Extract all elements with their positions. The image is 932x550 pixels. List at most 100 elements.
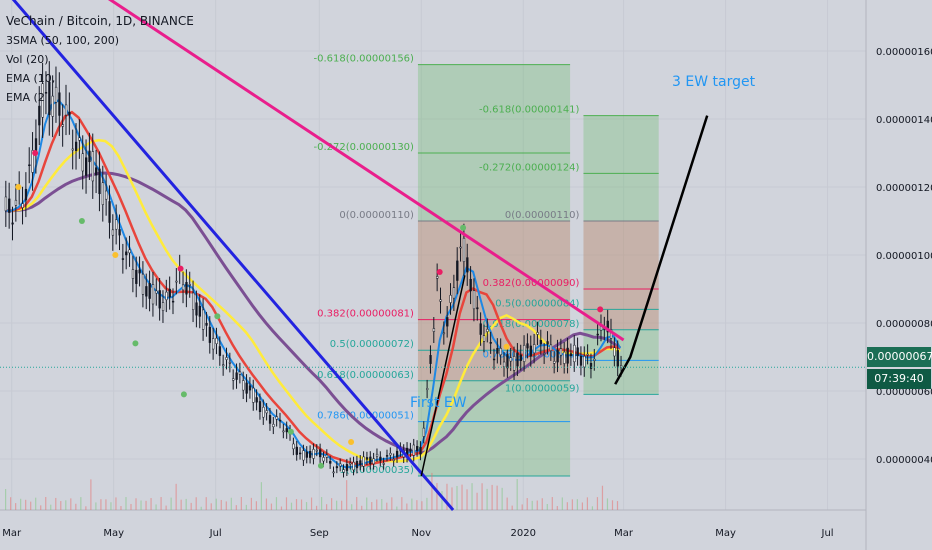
volume-bar [521, 504, 523, 510]
volume-bar [326, 504, 328, 510]
volume-bar [110, 502, 112, 510]
candle-body [325, 454, 329, 458]
first-ew-line [420, 275, 466, 477]
signal-dot [436, 269, 443, 275]
x-tick-label: Sep [310, 528, 329, 539]
candle-body [195, 302, 198, 316]
candle-body [365, 457, 369, 460]
volume-bar [601, 485, 604, 510]
candle-body [115, 219, 118, 230]
candle-body [359, 460, 362, 465]
candle-body [616, 350, 619, 367]
volume-bar [195, 497, 197, 510]
candle-body [188, 284, 191, 286]
candle-body [68, 111, 71, 116]
candle-body [212, 338, 215, 350]
last-price-badge: 0.00000067 [867, 347, 932, 367]
volume-bar [461, 484, 463, 510]
candle-body [299, 452, 302, 455]
candle-body [232, 378, 235, 381]
candle-body [31, 150, 34, 173]
candle-body [489, 342, 492, 344]
candle-body [409, 448, 412, 452]
candle-body [171, 300, 175, 303]
signal-dot [348, 439, 355, 445]
candle-body [349, 462, 352, 465]
candle-body [369, 456, 372, 465]
candle-body [165, 291, 168, 301]
y-tick-label: 0.00000100 [876, 251, 932, 262]
candle-body [523, 345, 526, 362]
candle-body [275, 416, 278, 420]
volume-bar [426, 497, 428, 510]
candle-body [161, 302, 165, 311]
volume-bar [331, 498, 333, 510]
volume-bar [165, 505, 167, 510]
candle-body [319, 449, 322, 458]
candle-body [64, 104, 68, 116]
candle-body [71, 148, 74, 151]
volume-bar [5, 489, 7, 510]
candle-body [392, 459, 395, 461]
volume-bar [471, 483, 473, 510]
volume-bar [315, 505, 318, 510]
candle-body [205, 322, 208, 326]
volume-bar [20, 498, 22, 510]
volume-bar [300, 499, 303, 510]
trendline-magenta [107, 0, 625, 342]
volume-bar [90, 479, 92, 510]
symbol-title[interactable]: VeChain / Bitcoin, 1D, BINANCE [6, 14, 194, 28]
candle-body [128, 249, 131, 254]
candle-body [342, 469, 345, 473]
volume-bar [10, 497, 12, 510]
signal-dot [317, 462, 324, 469]
volume-bar [336, 500, 338, 510]
signal-dot [287, 428, 294, 435]
candle-body [272, 424, 275, 427]
volume-bar [506, 497, 508, 510]
volume-bar [596, 497, 599, 510]
candle-body [502, 361, 506, 368]
volume-bar [406, 503, 408, 510]
volume-bar [616, 501, 619, 510]
legend-ema-2[interactable]: EMA (2 [6, 91, 45, 104]
volume-bar [401, 497, 403, 510]
x-tick-label: Nov [412, 528, 432, 539]
fib-zone-left [417, 221, 571, 320]
candle-body [389, 452, 392, 456]
volume-bar [516, 479, 518, 510]
volume-bar [586, 497, 589, 510]
volume-bar [25, 499, 27, 510]
candle-body [412, 444, 415, 456]
legend-sma[interactable]: 3SMA (50, 100, 200) [6, 34, 120, 47]
volume-bar [220, 499, 222, 510]
volume-bar [421, 501, 423, 510]
candle-body [44, 92, 48, 94]
candle-body [452, 287, 456, 299]
volume-bar [210, 503, 212, 510]
fib-level-label-left: -0.618(0.00000156) [313, 54, 414, 65]
candle-body [492, 358, 496, 361]
candle-body [539, 340, 543, 345]
candle-body [121, 258, 125, 260]
volume-bar [235, 505, 237, 510]
volume-bar [431, 472, 433, 510]
volume-bar [100, 499, 102, 510]
candle-body [268, 415, 272, 424]
candle-body [38, 105, 41, 126]
volume-bar [285, 497, 288, 510]
legend-ema-1[interactable]: EMA (10, [6, 72, 56, 85]
candle-body [292, 443, 295, 450]
legend-volume[interactable]: Vol (20) [6, 53, 49, 66]
candle-body [536, 332, 539, 335]
candle-body [613, 347, 616, 357]
candle-body [262, 406, 265, 418]
candle-body [302, 450, 305, 461]
volume-bar [451, 487, 453, 510]
candle-body [579, 356, 583, 366]
volume-bar [150, 498, 152, 510]
candle-body [322, 457, 325, 462]
candle-body [181, 284, 185, 291]
volume-bar [230, 497, 232, 510]
